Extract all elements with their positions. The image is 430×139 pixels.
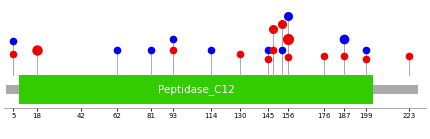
- Point: [362, 49, 369, 51]
- Point: [170, 49, 177, 51]
- Point: [237, 53, 244, 55]
- Point: [34, 49, 40, 51]
- Point: [264, 58, 271, 60]
- Point: [10, 53, 17, 55]
- Point: [270, 28, 276, 30]
- Point: [264, 49, 271, 51]
- Point: [279, 22, 286, 25]
- Point: [148, 49, 155, 51]
- Point: [270, 49, 276, 51]
- Bar: [19, 75, 373, 104]
- Point: [341, 38, 347, 40]
- Point: [284, 38, 291, 40]
- Point: [279, 49, 286, 51]
- Point: [10, 39, 17, 42]
- Text: Peptidase_C12: Peptidase_C12: [157, 84, 234, 95]
- Point: [406, 54, 413, 57]
- Point: [320, 54, 327, 57]
- Point: [284, 15, 291, 17]
- Bar: [6, 85, 418, 94]
- Point: [114, 49, 120, 51]
- Point: [341, 54, 347, 57]
- Point: [362, 58, 369, 60]
- Point: [208, 49, 215, 51]
- Point: [284, 56, 291, 59]
- Point: [170, 38, 177, 40]
